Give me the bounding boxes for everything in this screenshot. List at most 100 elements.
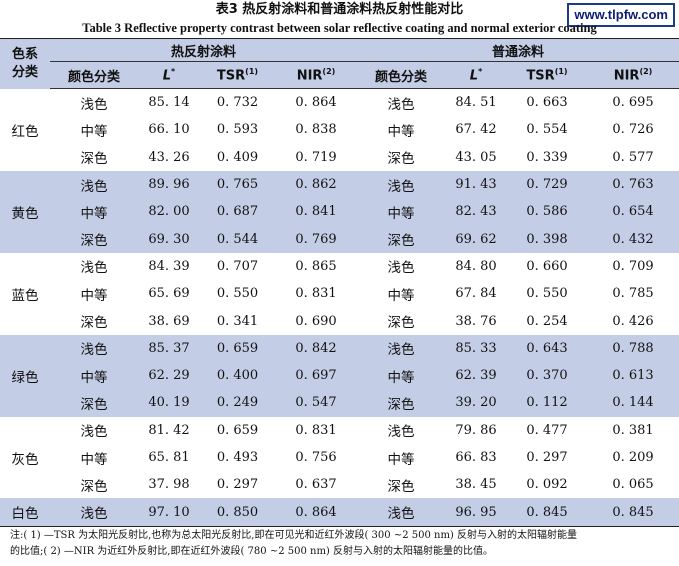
cell-n-tsr: 0. 477	[526, 422, 568, 438]
cell-r-L: 85. 14	[148, 95, 190, 111]
cell-r-tsr: 0. 493	[216, 450, 259, 465]
cell-r-L: 89. 96	[138, 170, 200, 199]
cell-n-shade: 深色	[387, 315, 415, 332]
cell-r-tsr: 0. 593	[216, 122, 259, 138]
cell-r-L: 85. 37	[138, 334, 200, 362]
cell-r-L: 81. 42	[148, 422, 190, 438]
table-row: 中等 82. 00 0. 687 0. 841 中等 82. 43 0. 586 0. 654	[0, 198, 679, 226]
cell-n-nir: 0. 577	[612, 149, 654, 165]
cell-n-L: 62. 39	[445, 361, 508, 390]
cell-n-L: 84. 80	[455, 258, 497, 274]
cell-r-L: 66. 10	[148, 122, 190, 138]
cell-r-L: 82. 00	[138, 198, 200, 226]
cell-n-shade: 中等	[387, 123, 415, 140]
cell-shade: 中等	[50, 361, 138, 390]
cell-r-tsr: 0. 687	[200, 198, 275, 226]
cell-r-nir: 0. 864	[275, 498, 358, 527]
cell-n-tsr: 0. 550	[526, 286, 568, 302]
color-category: 绿色	[0, 334, 50, 417]
cell-r-L: 65. 81	[148, 450, 190, 465]
cell-n-tsr: 0. 643	[507, 334, 588, 362]
table-title-en: Table 3 Reflective property contrast bet…	[82, 21, 597, 35]
color-category: 灰色	[11, 451, 39, 468]
cell-n-shade: 浅色	[387, 96, 415, 113]
table-row: 深色 38. 69 0. 341 0. 690 深色 38. 76 0. 254 0. 426	[0, 307, 679, 334]
header-col-nir: NIR(2)	[275, 61, 358, 89]
header-col-L-2: L*	[445, 61, 508, 89]
table-row: 黄色 浅色 89. 96 0. 765 0. 862 浅色 91. 43 0. 729 0. 7…	[0, 170, 679, 253]
cell-n-tsr: 0. 297	[526, 450, 568, 465]
cell-n-tsr: 0. 586	[507, 198, 588, 226]
cell-n-shade: 深色	[357, 225, 446, 253]
cell-shade: 浅色	[50, 498, 138, 527]
cell-n-L: 79. 86	[455, 422, 497, 438]
cell-n-shade: 浅色	[387, 260, 415, 277]
cell-n-shade: 浅色	[357, 498, 446, 527]
table-row: 红色 浅色 85. 14 0. 732 0. 864 浅色 84. 51 0. 663 0. 6…	[0, 89, 679, 140]
cell-r-nir: 0. 842	[275, 334, 358, 362]
cell-r-L: 84. 39	[148, 258, 190, 274]
cell-n-tsr: 0. 398	[507, 225, 588, 253]
cell-n-nir: 0. 763	[587, 170, 679, 199]
cell-n-L: 67. 42	[455, 122, 497, 138]
cell-r-tsr: 0. 659	[200, 334, 275, 362]
cell-r-tsr: 0. 400	[200, 361, 275, 390]
cell-n-nir: 0. 785	[612, 286, 654, 302]
cell-n-L: 82. 43	[445, 198, 508, 226]
cell-n-nir: 0. 709	[612, 258, 654, 274]
cell-n-tsr: 0. 660	[526, 258, 568, 274]
header-col-L: L*	[138, 61, 200, 89]
table-row: 绿色 浅色 85. 37 0. 659 0. 842 浅色 85. 33 0. 643 0. 7…	[0, 334, 679, 417]
cell-n-shade: 深色	[357, 389, 446, 417]
cell-r-L: 37. 98	[148, 477, 190, 493]
cell-r-tsr: 0. 732	[216, 95, 259, 111]
header-color-system: 色系 分类	[0, 38, 50, 89]
cell-n-L: 96. 95	[445, 498, 508, 527]
cell-r-L: 38. 69	[148, 313, 190, 329]
cell-r-tsr: 0. 341	[216, 313, 259, 329]
color-category: 黄色	[0, 170, 50, 253]
header-col-tsr: TSR(1)	[200, 61, 275, 89]
cell-r-nir: 0. 637	[295, 477, 337, 493]
header-group-normal: 普通涂料	[357, 38, 679, 62]
cell-n-nir: 0. 726	[612, 122, 654, 138]
cell-shade: 浅色	[80, 96, 108, 113]
cell-n-nir: 0. 654	[587, 198, 679, 226]
cell-n-L: 66. 83	[455, 450, 497, 465]
cell-n-shade: 深色	[387, 478, 415, 495]
cell-n-nir: 0. 845	[587, 498, 679, 527]
cell-n-nir: 0. 788	[587, 334, 679, 362]
cell-r-L: 62. 29	[138, 361, 200, 390]
cell-n-nir: 0. 065	[612, 477, 654, 493]
cell-n-L: 38. 76	[455, 313, 497, 329]
cell-shade: 中等	[80, 451, 108, 468]
cell-shade: 深色	[80, 478, 108, 495]
cell-n-shade: 中等	[357, 361, 446, 390]
cell-r-nir: 0. 865	[295, 258, 337, 274]
cell-r-tsr: 0. 707	[216, 258, 259, 274]
cell-n-tsr: 0. 254	[526, 313, 568, 329]
cell-n-L: 39. 20	[445, 389, 508, 417]
cell-r-tsr: 0. 297	[216, 477, 259, 493]
table-row: 深色 37. 98 0. 297 0. 637 深色 38. 45 0. 092 0. 065	[0, 471, 679, 498]
table-footnote: 注:( 1) —TSR 为太阳光反射比,也称为总太阳光反射比,即在可见光和近红外…	[10, 530, 578, 557]
cell-n-L: 69. 62	[445, 225, 508, 253]
table-row: 中等 65. 69 0. 550 0. 831 中等 67. 84 0. 550 0. 785	[0, 280, 679, 307]
cell-r-L: 40. 19	[138, 389, 200, 417]
table-row: 中等 65. 81 0. 493 0. 756 中等 66. 83 0. 297 0. 209	[0, 444, 679, 471]
cell-n-L: 84. 51	[455, 95, 497, 111]
cell-n-L: 85. 33	[445, 334, 508, 362]
cell-n-tsr: 0. 845	[507, 498, 588, 527]
cell-n-tsr: 0. 663	[526, 95, 568, 111]
cell-n-shade: 浅色	[357, 170, 446, 199]
cell-r-tsr: 0. 850	[200, 498, 275, 527]
cell-shade: 浅色	[80, 424, 108, 441]
cell-r-nir: 0. 831	[295, 422, 337, 438]
cell-n-shade: 中等	[357, 198, 446, 226]
cell-shade: 深色	[80, 151, 108, 168]
cell-n-nir: 0. 381	[612, 422, 654, 438]
cell-r-nir: 0. 831	[295, 286, 337, 302]
color-category: 红色	[11, 123, 39, 140]
header-col-color-2: 颜色分类	[357, 61, 446, 89]
cell-n-shade: 浅色	[387, 424, 415, 441]
